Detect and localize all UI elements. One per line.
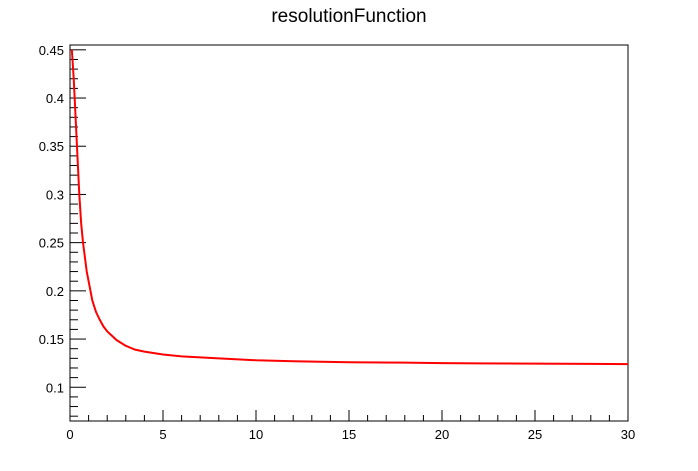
x-tick-label: 15 [342, 427, 356, 442]
x-tick-label: 0 [66, 427, 73, 442]
series-line [70, 49, 629, 366]
y-tick-label: 0.25 [39, 236, 64, 251]
axis-ticks [69, 49, 629, 421]
y-tick-label: 0.45 [39, 43, 64, 58]
y-tick-label: 0.3 [46, 187, 64, 202]
y-tick-label: 0.1 [46, 380, 64, 395]
y-tick-label: 0.2 [46, 284, 64, 299]
y-tick-label: 0.15 [39, 332, 64, 347]
x-tick-label: 5 [159, 427, 166, 442]
x-tick-label: 25 [528, 427, 542, 442]
axis-tick-labels: 0 5 10 15 20 25 30 0.1 0.15 0.2 0.25 0.3 0.35 0.4 0.45 [39, 43, 636, 442]
x-tick-label: 30 [621, 427, 635, 442]
chart-title: resolutionFunction [271, 6, 427, 27]
y-tick-label: 0.35 [39, 139, 64, 154]
x-tick-label: 20 [435, 427, 449, 442]
x-tick-label: 10 [249, 427, 263, 442]
y-tick-label: 0.4 [46, 91, 64, 106]
